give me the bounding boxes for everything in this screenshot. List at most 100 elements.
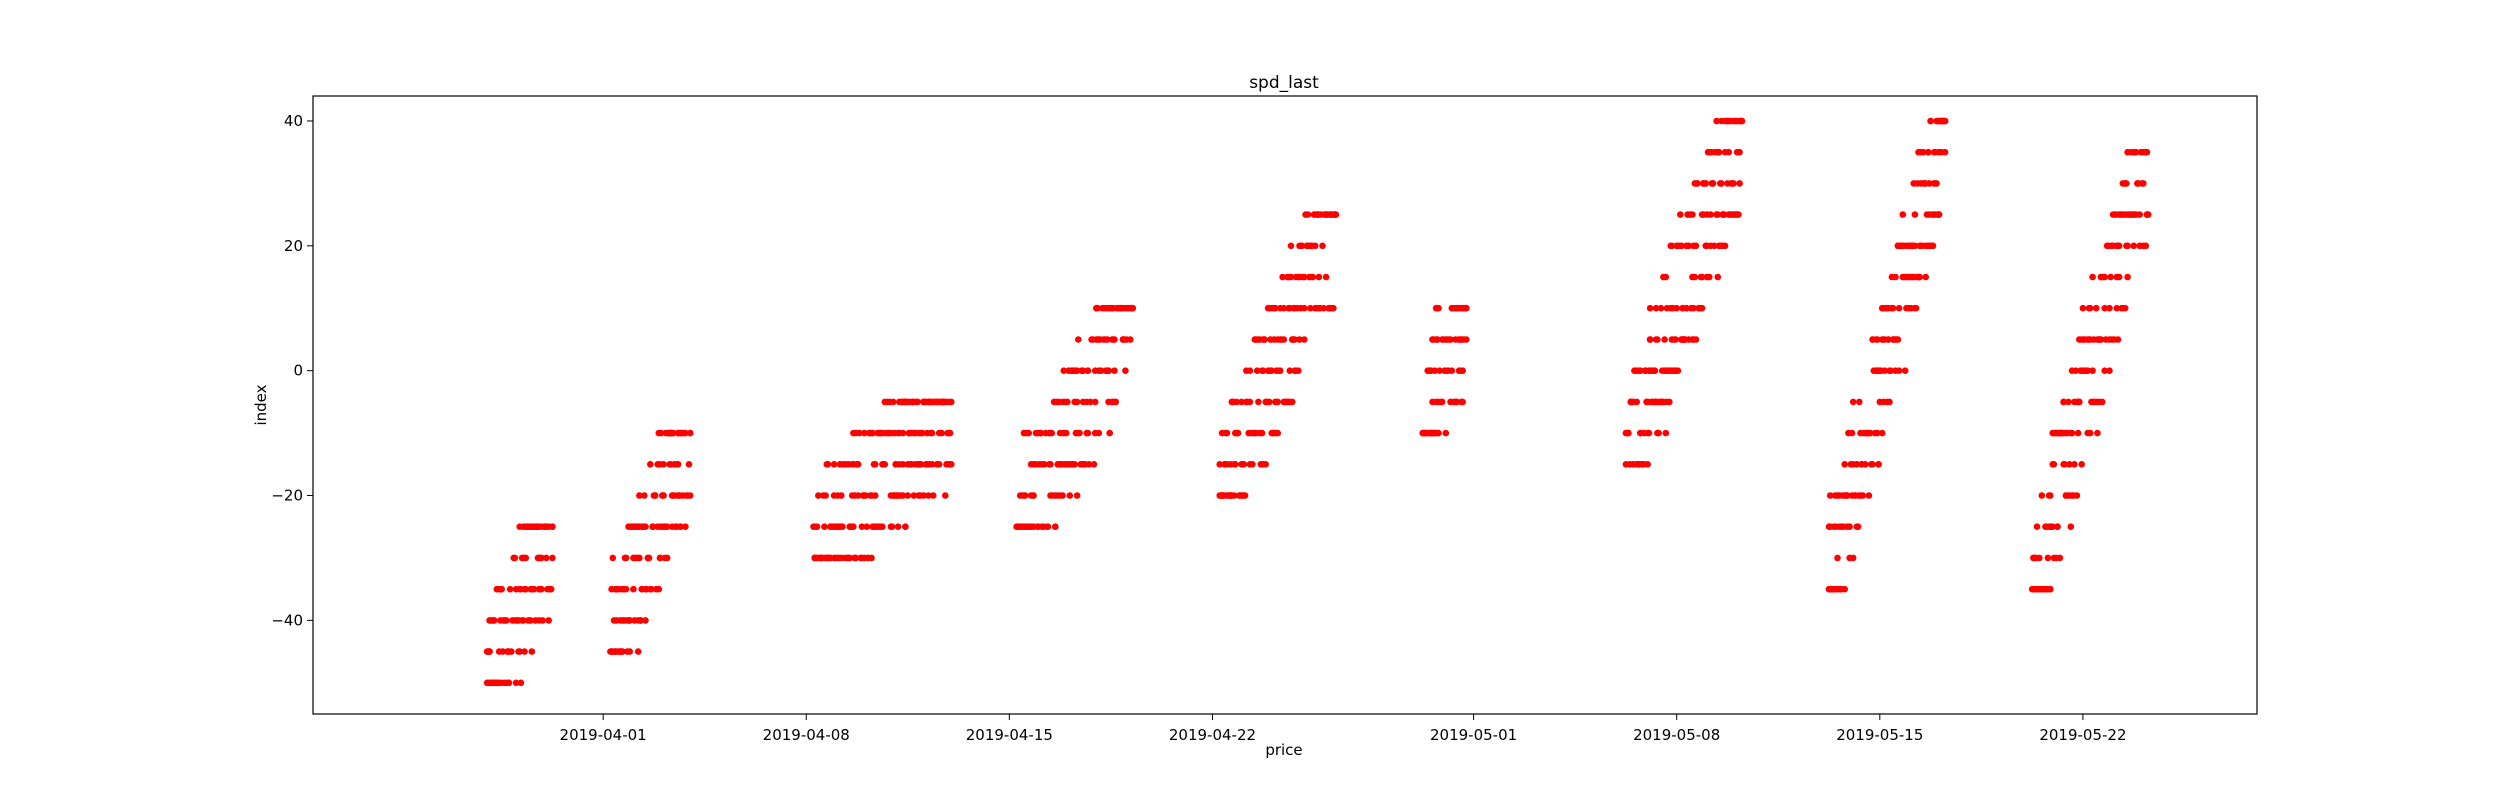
data-point	[686, 492, 694, 499]
data-point	[1691, 273, 1699, 281]
data-point	[1848, 429, 1856, 437]
data-point	[1111, 367, 1118, 375]
data-point	[2092, 304, 2100, 312]
data-point	[948, 398, 955, 406]
data-point	[2115, 242, 2123, 250]
data-point	[1689, 211, 1696, 218]
data-point	[1105, 367, 1112, 375]
data-point	[2123, 180, 2130, 187]
data-point	[1073, 367, 1081, 375]
data-point	[1442, 429, 1450, 437]
data-point	[1085, 461, 1093, 468]
data-point	[1661, 336, 1668, 343]
data-point	[543, 554, 550, 562]
data-point	[528, 648, 536, 655]
data-point	[1645, 429, 1653, 437]
data-point	[1673, 304, 1680, 312]
data-point	[1714, 273, 1722, 281]
data-point	[1296, 336, 1303, 343]
data-point	[1738, 117, 1746, 125]
data-point	[1276, 367, 1284, 375]
data-point	[1435, 304, 1442, 312]
data-point	[1685, 242, 1693, 250]
x-tick-label: 2019-05-22	[2039, 726, 2126, 744]
data-point	[1122, 367, 1129, 375]
data-point	[830, 461, 838, 468]
data-point	[2124, 273, 2131, 281]
data-point	[894, 523, 902, 530]
data-point	[1706, 273, 1713, 281]
data-point	[1332, 211, 1340, 218]
data-point	[1459, 367, 1466, 375]
data-point	[647, 461, 654, 468]
data-point	[1927, 117, 1934, 125]
y-tick-label: 20	[284, 237, 303, 255]
data-point	[1869, 461, 1876, 468]
data-point	[1025, 429, 1032, 437]
data-point	[1322, 273, 1330, 281]
data-point	[899, 461, 907, 468]
data-point	[871, 492, 879, 499]
data-point	[1262, 461, 1269, 468]
data-point	[1280, 336, 1288, 343]
data-point	[1718, 180, 1725, 187]
data-point	[1274, 429, 1281, 437]
data-point	[1690, 304, 1697, 312]
data-point	[1715, 148, 1723, 156]
data-point	[910, 492, 918, 499]
y-tick-label: 40	[284, 112, 303, 130]
data-point	[821, 523, 828, 530]
data-point	[1044, 523, 1052, 530]
data-point	[498, 585, 505, 593]
data-point	[822, 492, 829, 499]
data-point	[1651, 367, 1659, 375]
data-point	[1683, 304, 1690, 312]
x-tick-label: 2019-05-15	[1836, 726, 1923, 744]
data-point	[1309, 273, 1317, 281]
data-point	[1233, 398, 1240, 406]
data-point	[1232, 461, 1239, 468]
data-point	[1436, 367, 1443, 375]
data-point	[1021, 492, 1029, 499]
data-point	[636, 492, 643, 499]
data-point	[2065, 398, 2072, 406]
data-point	[863, 523, 870, 530]
data-point	[522, 554, 530, 562]
data-point	[1874, 336, 1881, 343]
data-point	[1674, 367, 1682, 375]
data-point	[1258, 429, 1266, 437]
data-point	[2033, 523, 2041, 530]
data-point	[641, 492, 648, 499]
data-point	[517, 679, 525, 687]
data-point	[850, 523, 857, 530]
data-point	[1899, 211, 1907, 218]
data-point	[858, 523, 866, 530]
data-point	[1255, 398, 1262, 406]
data-point	[1846, 523, 1853, 530]
data-point	[1698, 273, 1706, 281]
data-point	[824, 461, 832, 468]
data-point	[1438, 398, 1446, 406]
data-point	[846, 554, 854, 562]
data-point	[1926, 180, 1933, 187]
data-point	[1644, 461, 1651, 468]
data-point	[2113, 304, 2121, 312]
data-point	[1657, 304, 1665, 312]
data-point	[1678, 242, 1685, 250]
data-point	[1047, 461, 1054, 468]
y-tick-label: −20	[271, 487, 303, 505]
x-tick-label: 2019-04-01	[560, 726, 647, 744]
data-point	[506, 585, 514, 593]
data-point	[1298, 242, 1306, 250]
data-point	[1286, 367, 1294, 375]
data-point	[1459, 398, 1466, 406]
x-tick-label: 2019-05-01	[1430, 726, 1517, 744]
data-point	[499, 648, 507, 655]
data-point	[655, 585, 663, 593]
data-point	[1073, 398, 1081, 406]
data-point	[1652, 304, 1660, 312]
data-point	[1073, 492, 1081, 499]
data-point	[2099, 398, 2106, 406]
data-point	[539, 617, 546, 624]
data-point	[2114, 336, 2122, 343]
